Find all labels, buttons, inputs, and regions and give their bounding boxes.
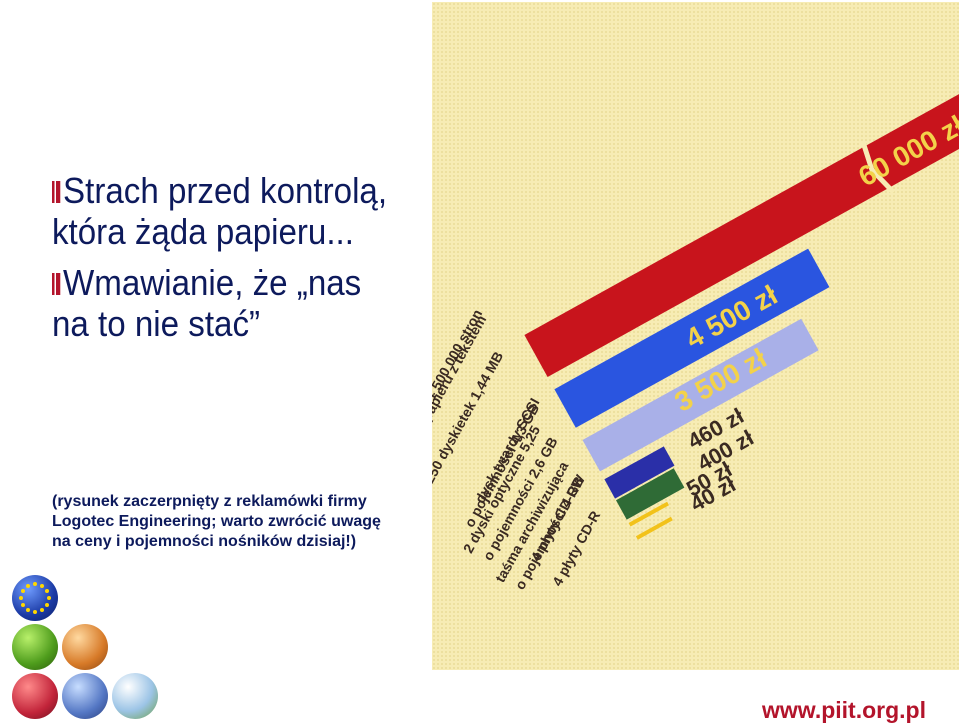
caption-line: Logotec Engineering; warto zwrócić uwagę: [52, 513, 381, 530]
wood-orb-icon: [62, 624, 108, 670]
bullet-item: Wmawianie, że „nas na to nie stać”: [52, 262, 402, 344]
chart-caption: (rysunek zaczerpnięty z reklamówki firmy…: [52, 492, 432, 552]
bar-6: [628, 501, 669, 527]
caption-line: (rysunek zaczerpnięty z reklamówki firmy: [52, 493, 367, 510]
bullet-item: Strach przed kontrolą, która żąda papier…: [52, 170, 402, 252]
bar-2: [554, 248, 830, 428]
chart-panel: 60 000 zł 1 500 000 stron papieru z tekste…: [432, 2, 959, 670]
bar-1: [524, 94, 959, 377]
leaf-orb-icon: [12, 624, 58, 670]
bar-3: [582, 318, 819, 472]
bar-7: [635, 516, 673, 540]
bullet-text: Strach przed kontrolą, która żąda papier…: [52, 170, 388, 252]
eu-stars-icon: [19, 582, 51, 614]
plant-orb-icon: [12, 673, 58, 719]
site-url[interactable]: www.piit.org.pl: [762, 697, 926, 723]
bar-5: [616, 468, 685, 520]
bullet-text: Wmawianie, że „nas na to nie stać”: [52, 262, 362, 344]
bar-4: [604, 446, 675, 499]
bullet-marker-icon: [52, 273, 61, 295]
building-orb-icon: [62, 673, 108, 719]
sky-orb-icon: [112, 673, 158, 719]
bullet-marker-icon: [52, 181, 61, 203]
axis-break-mark: [860, 139, 896, 194]
caption-line: na ceny i pojemności nośników dzisiaj!): [52, 533, 357, 550]
bullet-list: Strach przed kontrolą, która żąda papier…: [52, 170, 432, 354]
